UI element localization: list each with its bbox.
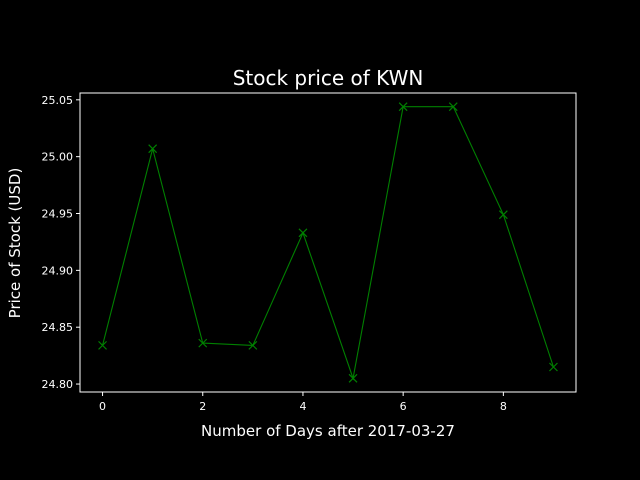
data-point-9 bbox=[549, 362, 558, 372]
x-tick-label-4: 8 bbox=[500, 400, 507, 413]
y-tick-label-4: 25.00 bbox=[42, 151, 74, 164]
y-tick-label-3: 24.95 bbox=[42, 208, 74, 221]
x-tick-label-3: 6 bbox=[400, 400, 407, 413]
x-tick-label-0: 0 bbox=[99, 400, 106, 413]
x-tick-label-1: 2 bbox=[199, 400, 206, 413]
data-point-3 bbox=[248, 340, 258, 350]
series-line-0 bbox=[102, 106, 554, 381]
y-axis-label: Price of Stock (USD) bbox=[6, 168, 24, 319]
y-tick-label-2: 24.90 bbox=[42, 264, 74, 277]
data-point-0 bbox=[98, 340, 107, 350]
x-axis-label: Number of Days after 2017-03-27 bbox=[201, 422, 455, 440]
axes-frame bbox=[79, 92, 577, 393]
data-point-7 bbox=[448, 102, 458, 112]
data-point-2 bbox=[198, 338, 208, 348]
chart-title: Stock price of KWN bbox=[233, 66, 424, 90]
y-tick-label-0: 24.80 bbox=[42, 378, 74, 391]
x-tick-label-2: 4 bbox=[299, 400, 306, 413]
data-point-4 bbox=[298, 228, 308, 238]
y-tick-label-5: 25.05 bbox=[42, 94, 74, 107]
data-point-1 bbox=[148, 144, 158, 154]
y-tick-label-1: 24.85 bbox=[42, 321, 74, 334]
data-point-6 bbox=[398, 102, 408, 112]
data-point-5 bbox=[348, 373, 358, 383]
plot-area: 0 2 4 6 8 24.80 24.85 24.90 24.95 25.00 25.05 bbox=[42, 92, 577, 413]
data-point-8 bbox=[498, 210, 508, 220]
